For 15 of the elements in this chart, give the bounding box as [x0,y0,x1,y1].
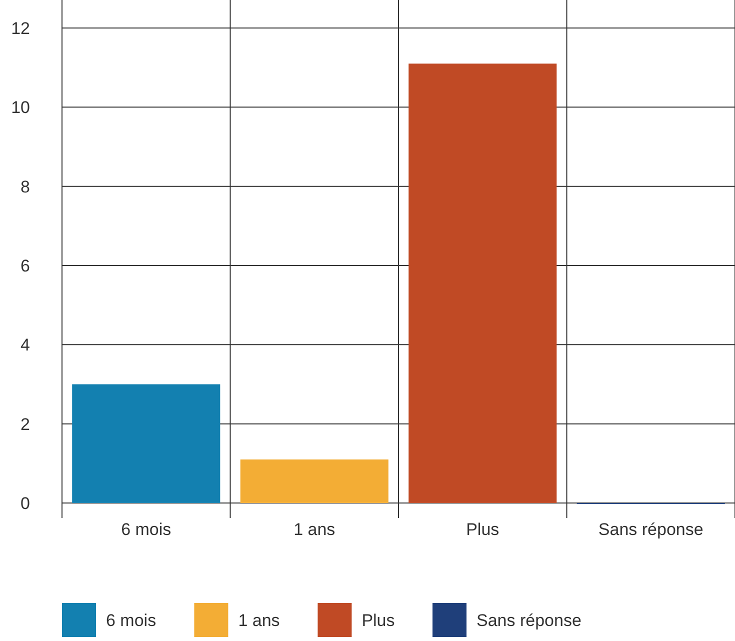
legend-label: 1 ans [238,611,280,630]
x-tick-label: 6 mois [121,520,172,539]
legend-label: Sans réponse [476,611,582,630]
x-tick-label: Plus [466,520,500,539]
y-tick-label: 0 [20,494,30,513]
legend-label: 6 mois [106,611,156,630]
y-tick-label: 2 [20,414,30,434]
y-tick-label: 4 [20,336,30,355]
y-tick-label: 10 [11,98,30,118]
y-tick-label: 12 [11,18,30,38]
x-tick-label: 1 ans [294,520,336,539]
x-tick-label: Sans réponse [598,520,704,539]
y-tick-label: 8 [20,177,30,196]
y-tick-label: 6 [20,256,30,276]
legend-label: Plus [362,611,395,630]
